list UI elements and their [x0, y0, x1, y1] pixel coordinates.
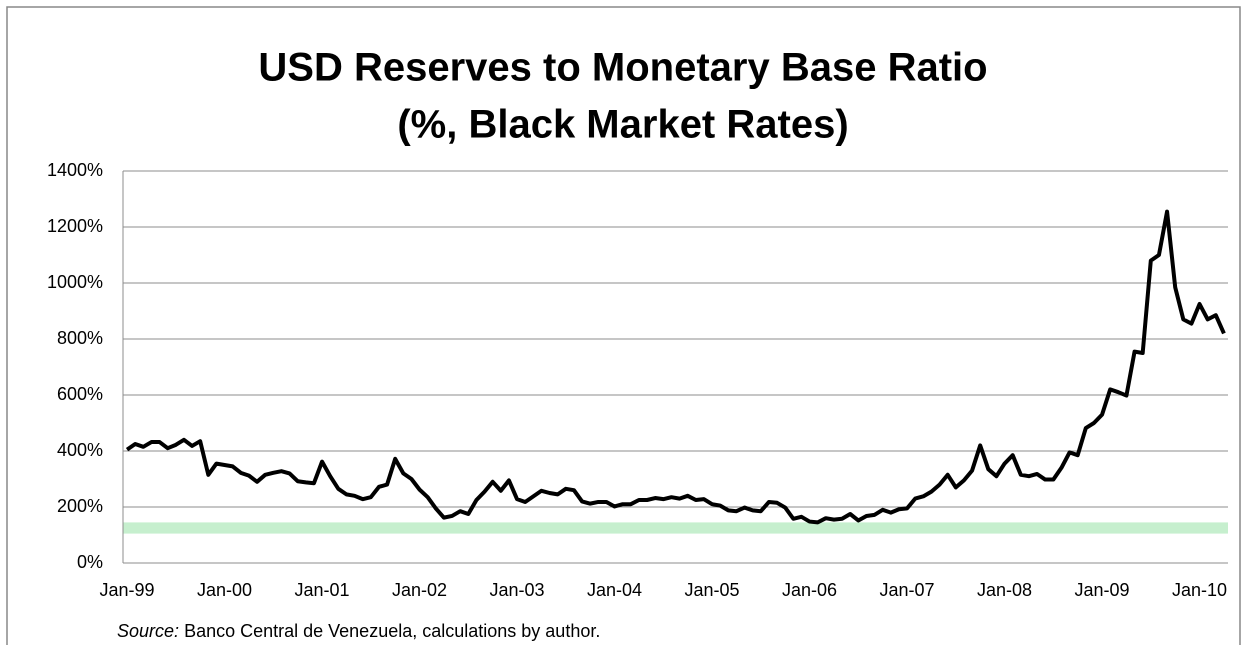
y-tick-label: 400% [57, 440, 103, 460]
y-tick-label: 0% [77, 552, 103, 572]
source-text: Banco Central de Venezuela, calculations… [184, 621, 600, 641]
data-line [125, 209, 1226, 525]
x-tick-label: Jan-05 [685, 580, 740, 600]
x-tick-label: Jan-09 [1075, 580, 1130, 600]
x-tick-label: Jan-08 [977, 580, 1032, 600]
x-tick-label: Jan-04 [587, 580, 642, 600]
target-band [123, 522, 1228, 534]
x-tick-label: Jan-03 [490, 580, 545, 600]
source-label: Source: [117, 621, 179, 641]
y-tick-label: 200% [57, 496, 103, 516]
chart-subtitle: (%, Black Market Rates) [397, 103, 848, 147]
x-tick-label: Jan-07 [880, 580, 935, 600]
x-tick-label: Jan-02 [392, 580, 447, 600]
y-tick-label: 1200% [47, 216, 103, 236]
y-tick-label: 800% [57, 328, 103, 348]
x-tick-label: Jan-01 [295, 580, 350, 600]
y-tick-label: 1000% [47, 272, 103, 292]
y-tick-label: 1400% [47, 160, 103, 180]
frame [6, 6, 1241, 645]
source-note: Source: Banco Central de Venezuela, calc… [117, 621, 600, 641]
x-tick-label: Jan-00 [197, 580, 252, 600]
chart-title: USD Reserves to Monetary Base Ratio [258, 46, 987, 90]
x-tick-label: Jan-06 [782, 580, 837, 600]
y-tick-label: 600% [57, 384, 103, 404]
x-tick-label: Jan-99 [100, 580, 155, 600]
x-tick-label: Jan-10 [1172, 580, 1227, 600]
